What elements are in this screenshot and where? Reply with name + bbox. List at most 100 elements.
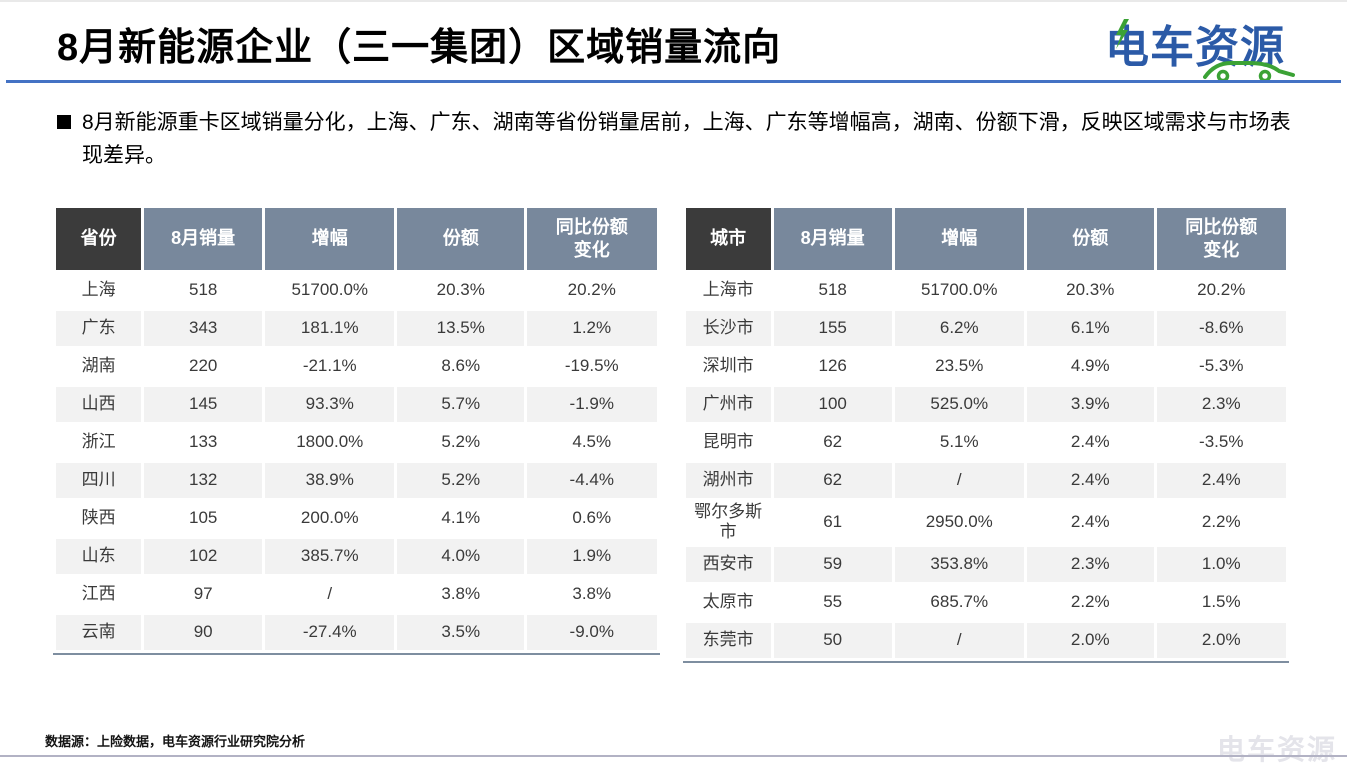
table-cell: 132	[144, 463, 263, 498]
table-cell: 62	[773, 463, 892, 498]
table-cell: -1.9%	[527, 387, 657, 422]
summary-block: 8月新能源重卡区域销量分化，上海、广东、湖南等省份销量居前，上海、广东等增幅高，…	[57, 106, 1309, 172]
table-cell: 深圳市	[685, 349, 771, 384]
table-cell: 1.9%	[527, 539, 657, 574]
table-cell: 23.5%	[894, 349, 1024, 384]
table-cell: 2.4%	[1026, 501, 1154, 544]
table-cell: 1.2%	[527, 311, 657, 346]
table-cell: 220	[144, 349, 263, 384]
table-cell: 100	[773, 387, 892, 422]
table-cell: 126	[773, 349, 892, 384]
table-cell: 西安市	[685, 546, 771, 582]
column-header: 增幅	[894, 208, 1024, 270]
table-cell: 2.2%	[1026, 584, 1154, 620]
table-cell: 8.6%	[397, 349, 524, 384]
table-cell: -27.4%	[265, 615, 395, 650]
table-cell: 200.0%	[265, 501, 395, 536]
table-cell: 20.3%	[1026, 273, 1154, 308]
table-cell: 山西	[56, 387, 142, 422]
table-cell: 13.5%	[397, 311, 524, 346]
table-cell: 20.3%	[397, 273, 524, 308]
table-cell: 陕西	[56, 501, 142, 536]
table-row: 山东 102 385.7% 4.0% 1.9%	[56, 539, 657, 574]
table-cell: 2.2%	[1156, 501, 1286, 544]
table-cell: 61	[773, 501, 892, 544]
table-cell: 353.8%	[894, 546, 1024, 582]
logo: 电车资源	[1105, 11, 1295, 82]
table-row: 湖南 220 -21.1% 8.6% -19.5%	[56, 349, 657, 384]
table-row: 湖州市 62/2.4% 2.4%	[685, 463, 1286, 498]
table-cell: 3.9%	[1026, 387, 1154, 422]
table-cell: 2.3%	[1156, 387, 1286, 422]
city-table: 城市 8月销量 增幅 份额 同比份额变化 上海市 518 51700.0% 20.3% 20.2…	[682, 205, 1290, 663]
column-header: 份额	[397, 208, 524, 270]
table-cell: 102	[144, 539, 263, 574]
table-cell: 上海市	[685, 273, 771, 308]
table-cell: 105	[144, 501, 263, 536]
table-header-row: 城市 8月销量 增幅 份额 同比份额变化	[685, 208, 1286, 270]
summary-text: 8月新能源重卡区域销量分化，上海、广东、湖南等省份销量居前，上海、广东等增幅高，…	[82, 111, 1291, 167]
table-cell: 东莞市	[685, 622, 771, 658]
table-row: 上海 518 51700.0% 20.3% 20.2%	[56, 273, 657, 308]
lightning-icon	[1116, 19, 1129, 49]
table-cell: -3.5%	[1156, 425, 1286, 460]
table-cell: 518	[144, 273, 263, 308]
car-icon	[1203, 61, 1295, 82]
table-cell: 3.8%	[527, 577, 657, 612]
table-cell: 3.8%	[397, 577, 524, 612]
table-cell: 38.9%	[265, 463, 395, 498]
table-row: 四川 132 38.9% 5.2% -4.4%	[56, 463, 657, 498]
table-cell: 太原市	[685, 584, 771, 620]
table-cell: 20.2%	[1156, 273, 1286, 308]
table-row: 太原市 55 685.7% 2.2% 1.5%	[685, 584, 1286, 620]
column-header: 城市	[685, 208, 771, 270]
table-cell: 湖南	[56, 349, 142, 384]
table-cell: 3.5%	[397, 615, 524, 650]
province-table-bottom-rule	[53, 653, 660, 655]
bullet-square-icon	[57, 115, 71, 129]
table-cell: 59	[773, 546, 892, 582]
table-cell: /	[265, 577, 395, 612]
table-row: 西安市 59 353.8% 2.3% 1.0%	[685, 546, 1286, 582]
province-table-grid: 省份 8月销量 增幅 份额 同比份额变化 上海 518 51700.0% 20.3% 20.2%…	[53, 205, 660, 653]
city-table-grid: 城市 8月销量 增幅 份额 同比份额变化 上海市 518 51700.0% 20.3% 20.2…	[683, 205, 1290, 661]
table-row: 山西 145 93.3% 5.7% -1.9%	[56, 387, 657, 422]
table-cell: -21.1%	[265, 349, 395, 384]
table-row: 上海市 518 51700.0% 20.3% 20.2%	[685, 273, 1286, 308]
table-cell: 343	[144, 311, 263, 346]
header: 8月新能源企业（三一集团）区域销量流向 电车资源	[57, 11, 1295, 82]
table-cell: 2.0%	[1156, 622, 1286, 658]
table-cell: 广东	[56, 311, 142, 346]
table-cell: 5.2%	[397, 463, 524, 498]
table-cell: 133	[144, 425, 263, 460]
table-row: 深圳市 126 23.5% 4.9% -5.3%	[685, 349, 1286, 384]
table-cell: 广州市	[685, 387, 771, 422]
table-row: 陕西 105 200.0% 4.1% 0.6%	[56, 501, 657, 536]
table-cell: 1.5%	[1156, 584, 1286, 620]
table-cell: 1800.0%	[265, 425, 395, 460]
province-table: 省份 8月销量 增幅 份额 同比份额变化 上海 518 51700.0% 20.3% 20.2%…	[53, 205, 660, 663]
table-cell: /	[894, 622, 1024, 658]
column-header: 增幅	[265, 208, 395, 270]
table-cell: 62	[773, 425, 892, 460]
table-cell: 2.4%	[1026, 425, 1154, 460]
table-cell: 181.1%	[265, 311, 395, 346]
table-cell: 51700.0%	[265, 273, 395, 308]
table-row: 鄂尔多斯市 61 2950.0% 2.4% 2.2%	[685, 501, 1286, 544]
table-cell: 2.0%	[1026, 622, 1154, 658]
column-header: 同比份额变化	[527, 208, 657, 270]
table-cell: 1.0%	[1156, 546, 1286, 582]
table-cell: 6.2%	[894, 311, 1024, 346]
table-row: 浙江 133 1800.0% 5.2% 4.5%	[56, 425, 657, 460]
table-header-row: 省份 8月销量 增幅 份额 同比份额变化	[56, 208, 657, 270]
table-cell: 长沙市	[685, 311, 771, 346]
table-cell: 4.0%	[397, 539, 524, 574]
table-cell: 山东	[56, 539, 142, 574]
table-cell: 4.9%	[1026, 349, 1154, 384]
table-cell: 2.3%	[1026, 546, 1154, 582]
table-cell: 93.3%	[265, 387, 395, 422]
table-cell: 5.1%	[894, 425, 1024, 460]
title-underline	[6, 80, 1341, 83]
table-cell: 湖州市	[685, 463, 771, 498]
